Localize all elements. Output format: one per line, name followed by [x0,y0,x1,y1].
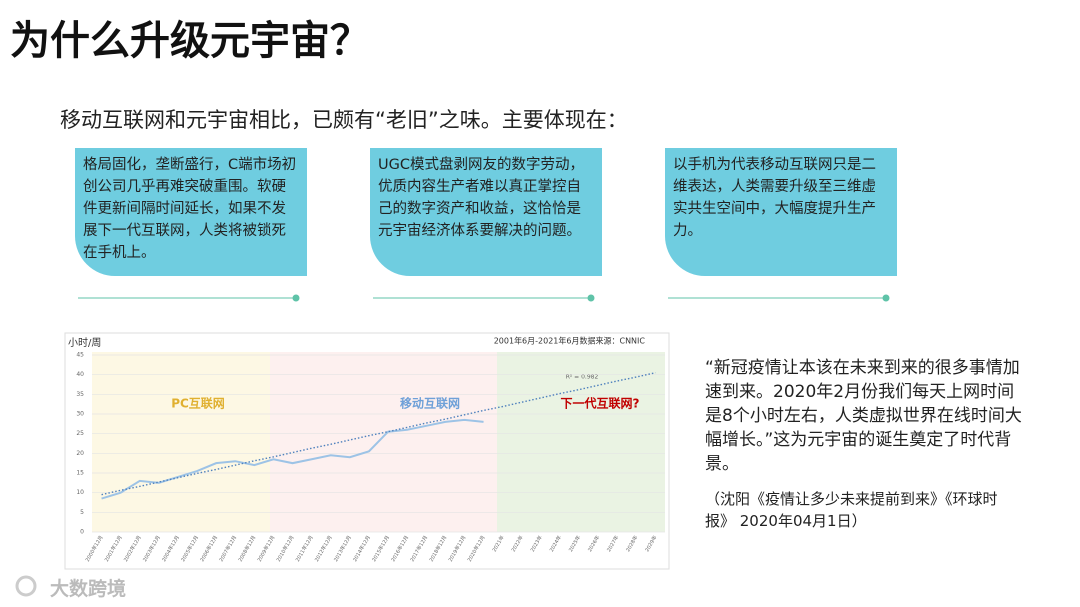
y-tick-label: 5 [80,509,84,516]
region-label: PC互联网 [171,397,225,411]
x-tick-label: 2003年12月 [141,534,162,563]
region-bg [497,352,665,532]
x-tick-label: 2011年12月 [294,534,315,563]
x-tick-label: 2008年12月 [237,534,258,563]
x-tick-label: 2014年12月 [351,534,372,563]
x-tick-label: 2028年 [624,534,639,553]
y-tick-label: 25 [76,430,84,437]
x-tick-label: 2004年12月 [160,534,181,563]
x-tick-label: 2015年12月 [370,534,391,563]
x-tick-label: 2013年12月 [332,534,353,563]
title: 为什么升级元宇宙？ [10,18,370,64]
quote-source: （沈阳《疫情让多少未来提前到来》《环球时报》 2020年04月1日） [705,490,998,530]
card: 以手机为代表移动互联网只是二维表达，人类需要升级至三维虚实共生空间中，大幅度提升… [665,148,897,276]
y-tick-label: 30 [76,411,84,418]
series-line [101,372,656,496]
region-label: 下一代互联网? [561,396,640,411]
x-tick-label: 2012年12月 [313,534,334,563]
card: 格局固化，垄断盛行，C端市场初创公司几乎再难突破重围。软硬件更新间隔时间延长，如… [75,148,307,276]
subtitle: 移动互联网和元宇宙相比，已颇有“老旧”之味。主要体现在： [60,108,628,132]
card: UGC模式盘剥网友的数字劳动，优质内容生产者难以真正掌控自己的数字资产和收益，这… [370,148,602,276]
x-tick-label: 2018年12月 [428,534,449,563]
y-axis-label: 小时/周 [68,337,101,349]
x-tick-label: 2002年12月 [122,534,143,563]
region-bg [270,352,497,532]
y-tick-label: 35 [76,391,84,398]
x-tick-label: 2017年12月 [409,534,430,563]
y-tick-label: 15 [76,470,84,477]
x-tick-label: 2007年12月 [218,534,239,563]
x-tick-label: 2029年 [644,534,659,553]
source: 2001年6月-2021年6月数据来源：CNNIC [494,336,646,346]
quote: “新冠疫情让本该在未来到来的很多事情加速到来。2020年2月份我们每天上网时间是… [705,358,1022,474]
x-tick-label: 2006年12月 [199,534,220,563]
x-tick-label: 2019年12月 [447,534,468,563]
x-tick-label: 2001年12月 [103,534,124,563]
x-tick-label: 2027年 [605,534,620,553]
x-tick-label: 2025年 [567,534,582,553]
x-tick-label: 2000年12月 [84,534,105,563]
region-bg [92,352,270,532]
x-tick-label: 2026年 [586,534,601,553]
x-tick-label: 2016年12月 [390,534,411,563]
region-label: 移动互联网 [400,396,460,411]
x-tick-label: 2009年12月 [256,534,277,563]
series-line [101,418,484,500]
y-tick-label: 10 [76,489,84,496]
x-tick-label: 2005年12月 [179,534,200,563]
logo: 大数跨境 [50,578,127,600]
x-tick-label: 2010年12月 [275,534,296,563]
x-tick-label: 2023年 [529,534,544,553]
y-tick-label: 45 [76,352,84,359]
annotation: R² = 0.982 [566,374,599,381]
x-tick-label: 2020年12月 [466,534,487,563]
y-tick-label: 0 [80,529,84,536]
x-tick-label: 2024年 [548,534,563,553]
x-tick-label: 2021年 [491,534,506,553]
x-tick-label: 2022年 [510,534,525,553]
y-tick-label: 40 [76,371,84,378]
y-tick-label: 20 [76,450,84,457]
